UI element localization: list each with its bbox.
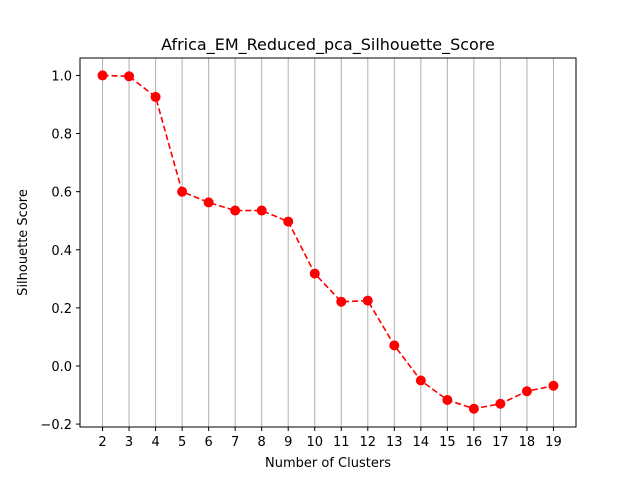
x-tick-label: 2 [98, 435, 106, 450]
data-point-marker [177, 186, 188, 197]
data-point-marker [548, 380, 559, 391]
x-tick-label: 11 [333, 435, 350, 450]
x-tick-label: 5 [178, 435, 186, 450]
y-tick-label: 1.0 [51, 69, 72, 84]
x-tick-label: 16 [466, 435, 483, 450]
x-tick-label: 12 [360, 435, 377, 450]
x-tick-label: 18 [519, 435, 536, 450]
data-point-marker [97, 70, 108, 81]
x-tick-label: 8 [258, 435, 266, 450]
data-point-marker [336, 296, 347, 307]
chart-title: Africa_EM_Reduced_pca_Silhouette_Score [161, 35, 495, 55]
y-tick-label: 0.0 [51, 360, 72, 375]
data-point-marker [256, 205, 267, 216]
data-point-marker [230, 205, 241, 216]
data-point-marker [150, 91, 161, 102]
series-line [102, 74, 554, 410]
plot-area-frame [79, 57, 577, 428]
data-point-marker [362, 295, 373, 306]
data-point-marker [495, 398, 506, 409]
y-tick-label: 0.4 [51, 244, 72, 259]
y-axis-ticks: −0.2 0.0 0.2 0.4 0.6 0.8 1.0 [40, 69, 80, 433]
x-tick-label: 17 [492, 435, 509, 450]
y-axis-label: Silhouette Score [16, 189, 31, 296]
x-tick-label: 7 [231, 435, 239, 450]
series-layer [97, 70, 559, 414]
data-point-marker [389, 340, 400, 351]
x-tick-label: 19 [545, 435, 562, 450]
x-tick-label: 10 [306, 435, 323, 450]
y-tick-label: 0.2 [51, 302, 72, 317]
x-axis-ticks: 2 3 4 5 6 7 8 9 10 11 12 13 14 15 16 17 18 19 [98, 427, 562, 450]
x-tick-label: 3 [125, 435, 133, 450]
data-point-marker [415, 375, 426, 386]
x-axis-label: Number of Clusters [265, 456, 391, 471]
data-point-marker [521, 386, 532, 397]
data-point-marker [124, 71, 135, 82]
x-tick-label: 14 [413, 435, 430, 450]
x-tick-label: 13 [386, 435, 403, 450]
y-tick-label: −0.2 [40, 418, 72, 433]
data-point-marker [203, 197, 214, 208]
x-tick-label: 6 [205, 435, 213, 450]
data-point-marker [309, 268, 320, 279]
grid-layer [102, 58, 554, 427]
x-tick-label: 15 [439, 435, 456, 450]
y-tick-label: 0.6 [51, 186, 72, 201]
data-point-marker [468, 403, 479, 414]
x-tick-label: 4 [151, 435, 159, 450]
x-tick-label: 9 [284, 435, 292, 450]
y-tick-label: 0.8 [51, 128, 72, 143]
data-point-marker [283, 216, 294, 227]
data-point-marker [442, 394, 453, 405]
